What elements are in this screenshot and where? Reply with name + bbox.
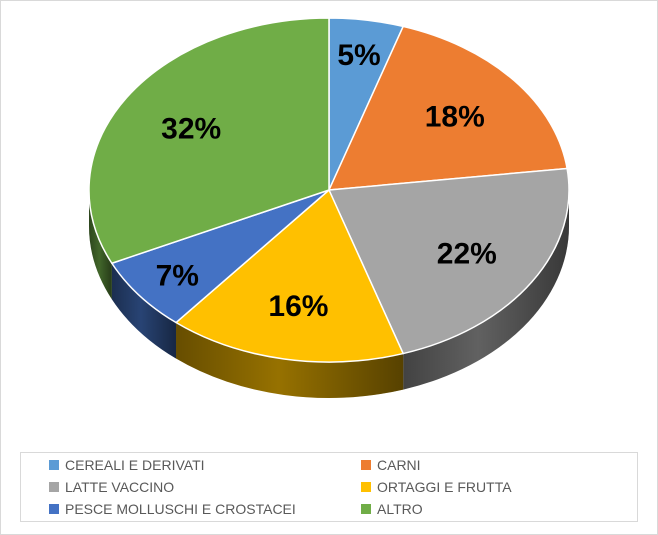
legend-item-latte: LATTE VACCINO — [49, 476, 361, 498]
legend-label: CARNI — [377, 457, 421, 473]
legend-swatch — [361, 460, 371, 470]
legend-label: LATTE VACCINO — [65, 479, 175, 495]
legend-item-carni: CARNI — [361, 454, 621, 476]
pie-data-label: 18% — [425, 100, 485, 133]
legend-swatch — [49, 460, 59, 470]
pie-slice-side-shade — [111, 263, 177, 359]
pie-slice — [328, 25, 568, 191]
pie-slice-side-shade — [403, 190, 569, 390]
legend-item-pesce: PESCE MOLLUSCHI E CROSTACEI — [49, 498, 361, 520]
legend-swatch — [49, 504, 59, 514]
pie-data-labels: 5% 18% 22% 16% 7% 32% — [156, 39, 497, 323]
legend-swatch — [361, 482, 371, 492]
pie-slices — [88, 17, 570, 363]
legend-label: ALTRO — [377, 501, 423, 517]
legend-swatch — [361, 504, 371, 514]
pie-data-label: 7% — [156, 259, 199, 292]
pie-data-label: 32% — [161, 112, 221, 145]
pie-data-label: 5% — [337, 39, 380, 72]
pie-slice — [88, 17, 330, 264]
legend-item-ortaggi: ORTAGGI E FRUTTA — [361, 476, 621, 498]
pie-slice-side-shade — [89, 190, 112, 300]
pie-slice — [328, 167, 570, 355]
legend-label: CEREALI E DERIVATI — [65, 457, 205, 473]
legend-item-altro: ALTRO — [361, 498, 621, 520]
pie-data-label: 22% — [437, 238, 497, 271]
legend-swatch — [49, 482, 59, 492]
pie-data-label: 16% — [268, 290, 328, 323]
legend-label: PESCE MOLLUSCHI E CROSTACEI — [65, 501, 296, 517]
pie-chart: 5% 18% 22% 16% 7% 32% — [88, 17, 570, 398]
pie-slice — [111, 189, 330, 324]
legend-label: ORTAGGI E FRUTTA — [377, 479, 512, 495]
pie-slice — [175, 189, 404, 363]
legend-item-cereali: CEREALI E DERIVATI — [49, 454, 361, 476]
legend: CEREALI E DERIVATI CARNI LATTE VACCINO O… — [20, 452, 638, 522]
